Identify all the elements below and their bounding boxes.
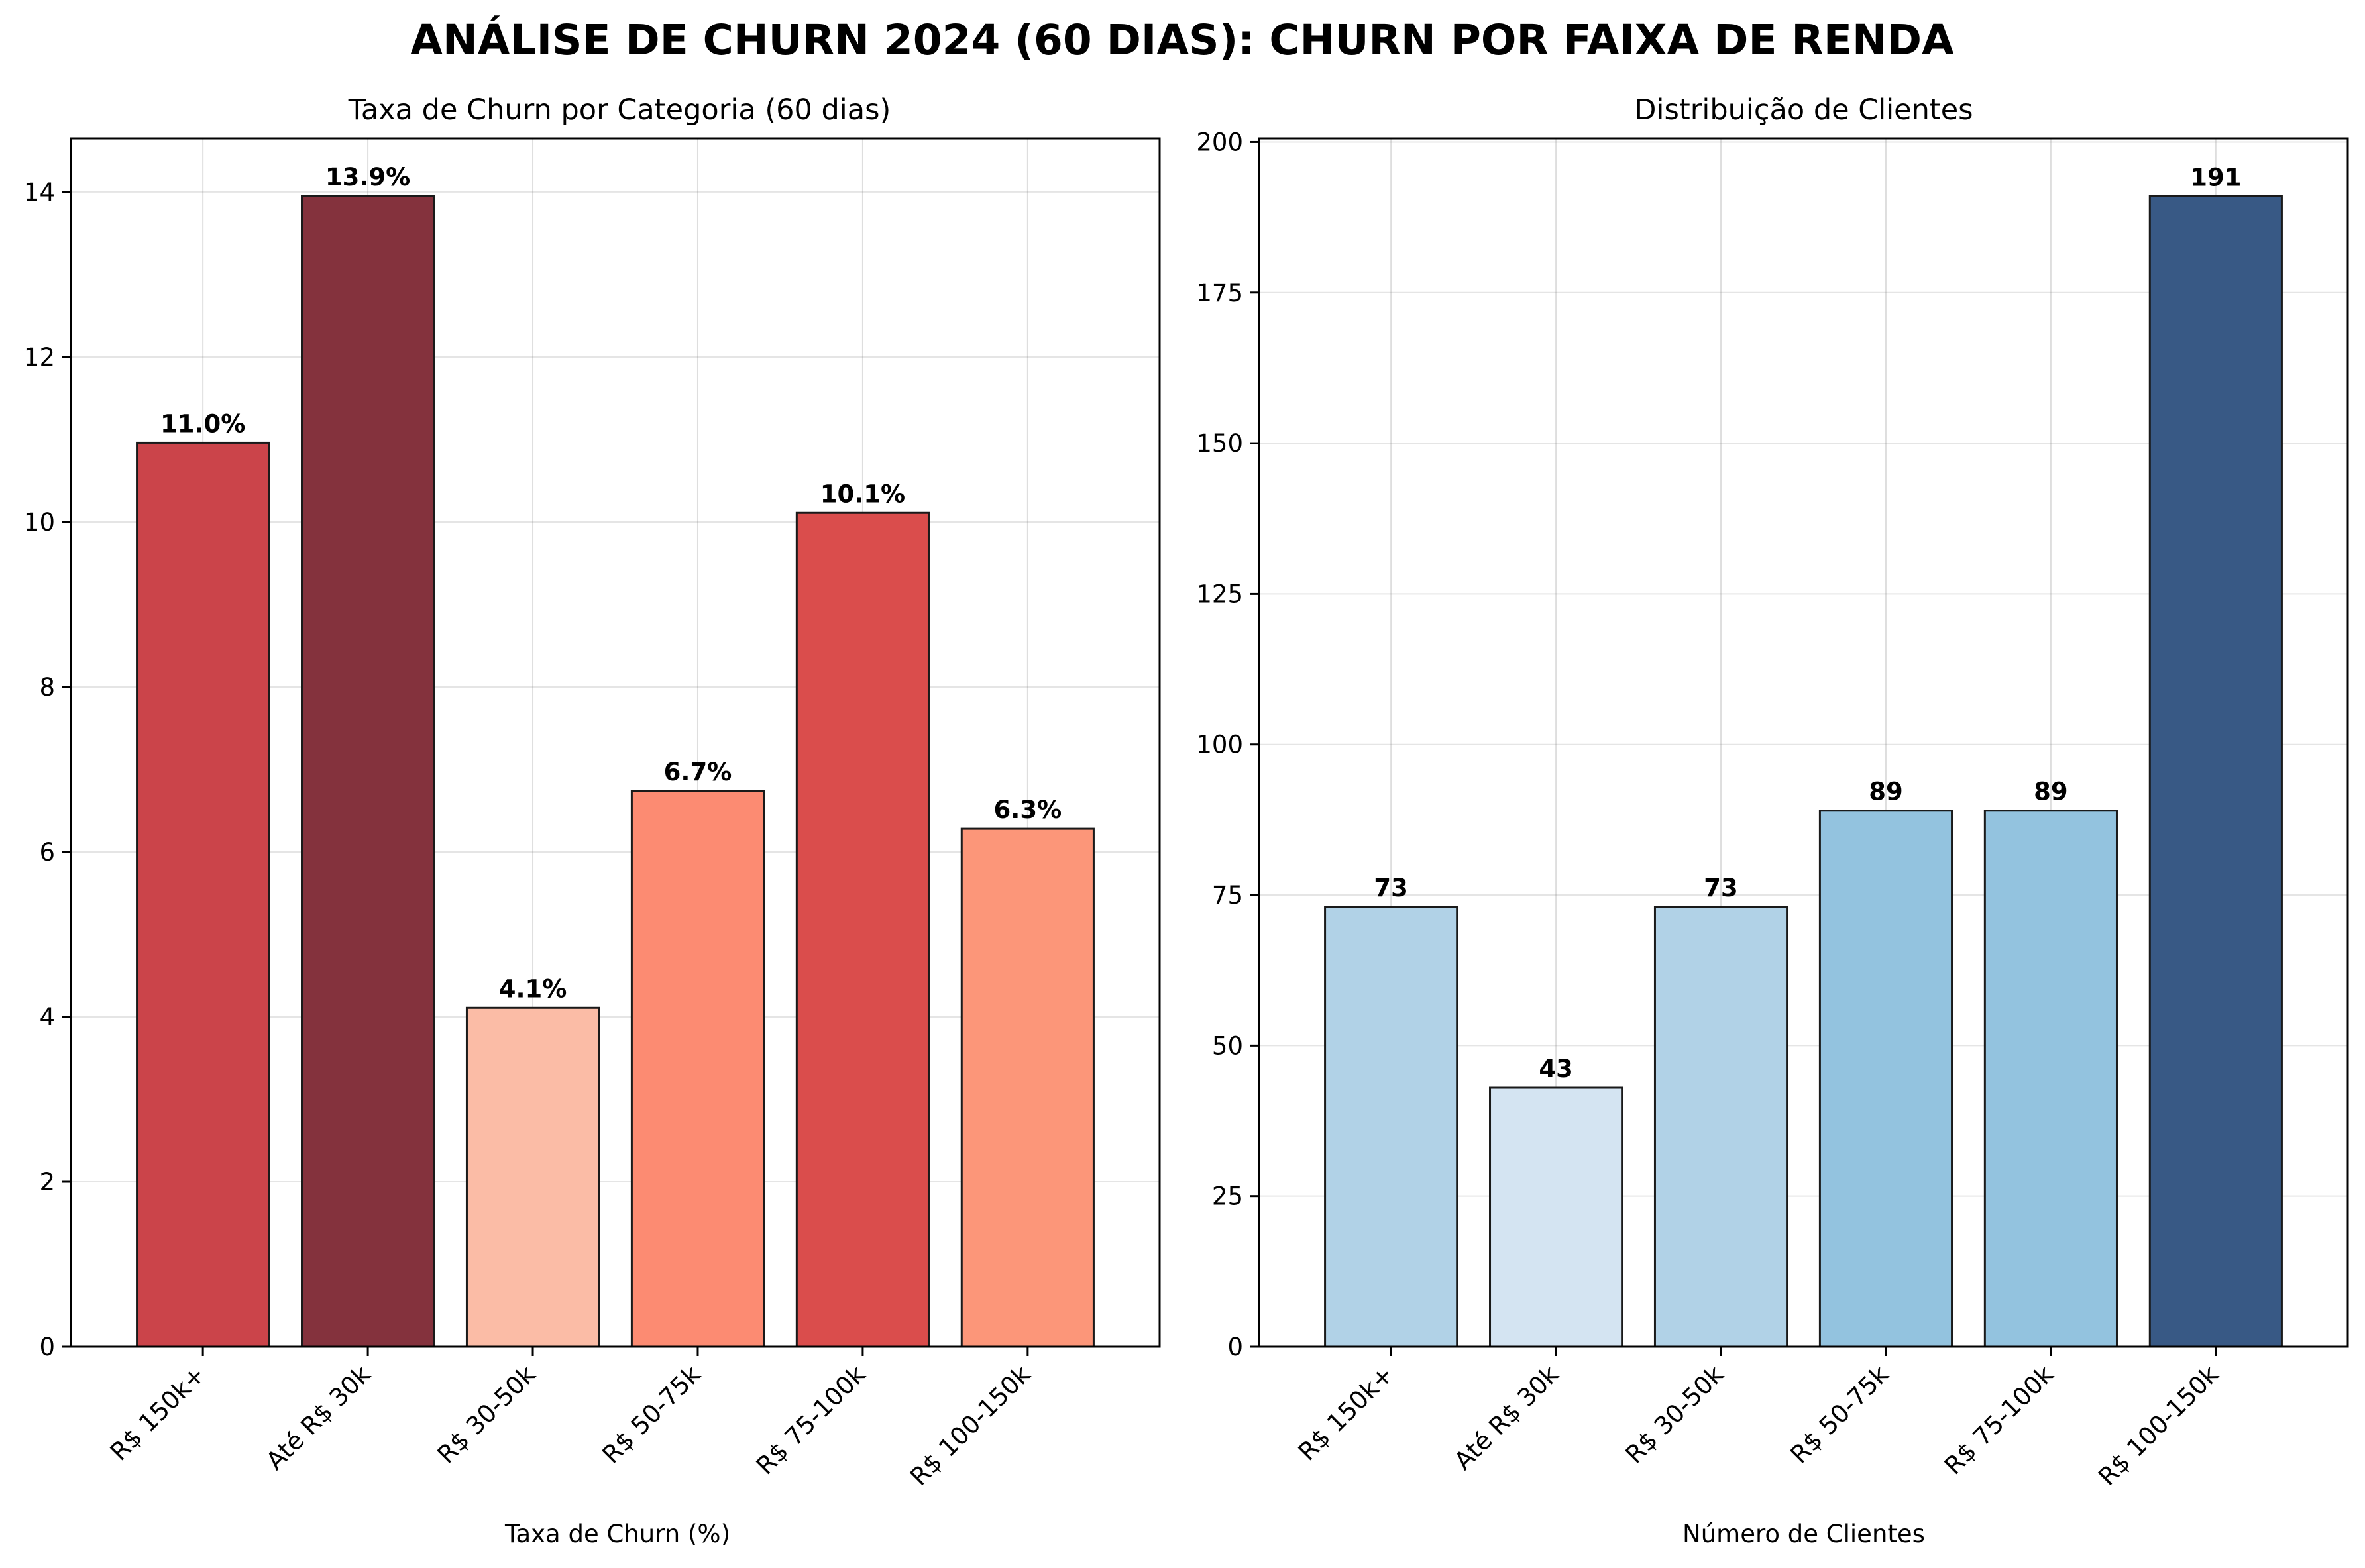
clients-bar <box>1818 810 1953 1348</box>
customer-distribution-chart-title: Distribuição de Clientes <box>1634 93 1973 127</box>
clients-x-tick-label: R$ 75-100k <box>1939 1360 2060 1481</box>
clients-y-tick-label: 125 <box>1196 580 1243 608</box>
customer-distribution-chart: Distribuição de Clientes 0 25 50 75 100 125 15… <box>1196 93 2349 1548</box>
churn-bar <box>136 441 270 1348</box>
churn-value-label: 6.7% <box>664 758 732 786</box>
churn-y-tick-label: 2 <box>39 1168 55 1196</box>
customer-distribution-chart-xlabel: Número de Clientes <box>1682 1520 1925 1548</box>
clients-y-tick-label: 25 <box>1212 1182 1243 1211</box>
clients-value-label: 89 <box>2034 778 2068 806</box>
churn-value-label: 6.3% <box>994 796 1062 824</box>
clients-x-tick-label: R$ 50-75k <box>1785 1360 1895 1469</box>
clients-bar <box>1653 906 1788 1348</box>
clients-y-tick-label: 100 <box>1196 731 1243 759</box>
clients-y-tick-label: 0 <box>1227 1333 1243 1361</box>
churn-x-tick-label: R$ 100-150k <box>905 1360 1036 1491</box>
churn-x-tick-label: R$ 50-75k <box>597 1360 706 1469</box>
clients-value-label: 89 <box>1869 778 1903 806</box>
clients-bar <box>1324 906 1458 1348</box>
churn-x-tick-label: R$ 150k+ <box>105 1360 211 1467</box>
clients-x-tick-label: R$ 100-150k <box>2093 1360 2224 1491</box>
customer-distribution-plot-frame <box>1258 137 2349 1348</box>
churn-x-tick-label: Até R$ 30k <box>260 1360 376 1476</box>
churn-rate-plot-frame <box>70 137 1161 1348</box>
churn-value-label: 10.1% <box>820 480 905 508</box>
clients-y-tick-label: 50 <box>1212 1031 1243 1060</box>
clients-y-tick-label: 75 <box>1212 881 1243 910</box>
churn-y-tick-label: 8 <box>39 673 55 702</box>
churn-value-label: 11.0% <box>160 409 245 438</box>
churn-bar <box>301 195 435 1348</box>
churn-bar <box>795 511 930 1348</box>
clients-value-label: 43 <box>1539 1055 1573 1083</box>
clients-x-tick-label: R$ 30-50k <box>1620 1360 1730 1469</box>
clients-bar <box>1489 1086 1623 1348</box>
clients-bar <box>1983 810 2118 1348</box>
figure-title: ANÁLISE DE CHURN 2024 (60 DIAS): CHURN P… <box>410 16 1954 64</box>
churn-rate-chart-title: Taxa de Churn por Categoria (60 dias) <box>348 93 891 127</box>
churn-bar <box>630 790 765 1348</box>
churn-bar <box>960 827 1095 1348</box>
clients-y-tick-label: 150 <box>1196 429 1243 458</box>
churn-x-tick-label: R$ 75-100k <box>751 1360 871 1481</box>
clients-x-tick-label: Até R$ 30k <box>1449 1360 1565 1476</box>
churn-y-tick-label: 10 <box>24 508 55 537</box>
churn-bar <box>465 1006 600 1348</box>
clients-y-tick-label: 200 <box>1196 128 1243 156</box>
churn-y-tick-label: 14 <box>24 178 55 207</box>
churn-x-tick-label: R$ 30-50k <box>432 1360 541 1469</box>
clients-x-tick-label: R$ 150k+ <box>1293 1360 1400 1467</box>
clients-value-label: 191 <box>2190 163 2241 191</box>
clients-value-label: 73 <box>1374 874 1408 902</box>
churn-value-label: 13.9% <box>325 163 410 191</box>
churn-y-tick-label: 0 <box>39 1333 55 1361</box>
clients-bar <box>2148 195 2283 1348</box>
churn-y-tick-label: 12 <box>24 343 55 372</box>
clients-value-label: 73 <box>1704 874 1738 902</box>
churn-y-tick-label: 4 <box>39 1003 55 1031</box>
churn-rate-chart-xlabel: Taxa de Churn (%) <box>504 1520 730 1548</box>
churn-y-tick-label: 6 <box>39 838 55 866</box>
clients-y-tick-label: 175 <box>1196 279 1243 307</box>
churn-value-label: 4.1% <box>499 974 567 1003</box>
churn-rate-chart: Taxa de Churn por Categoria (60 dias) 0 2… <box>24 93 1161 1548</box>
